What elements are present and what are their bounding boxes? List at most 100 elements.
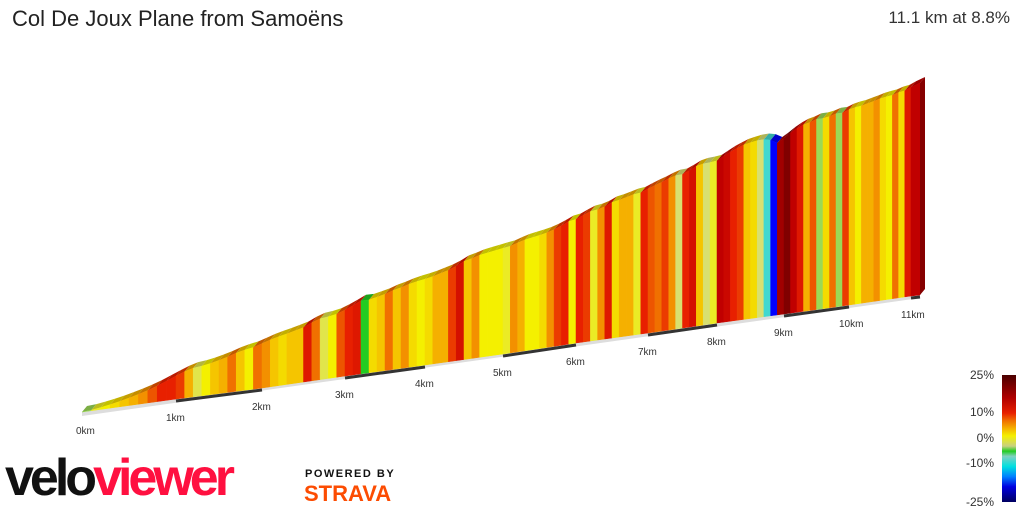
gradient-segment[interactable] <box>494 247 504 356</box>
gradient-segment[interactable] <box>561 221 569 346</box>
gradient-segment[interactable] <box>611 199 620 339</box>
gradient-segment[interactable] <box>892 92 899 299</box>
gradient-segment[interactable] <box>822 116 830 309</box>
gradient-segment[interactable] <box>261 339 271 389</box>
gradient-segment[interactable] <box>253 343 263 390</box>
gradient-segment[interactable] <box>192 365 203 398</box>
gradient-segment[interactable] <box>218 356 228 394</box>
gradient-segment[interactable] <box>360 299 370 375</box>
gradient-segment[interactable] <box>879 96 887 301</box>
gradient-segment[interactable] <box>626 194 634 337</box>
gradient-segment[interactable] <box>597 206 606 341</box>
gradient-segment[interactable] <box>244 347 254 391</box>
gradient-segment[interactable] <box>750 140 758 319</box>
gradient-segment[interactable] <box>854 105 862 305</box>
gradient-segment[interactable] <box>790 127 798 314</box>
gradient-segment[interactable] <box>568 218 577 345</box>
gradient-segment[interactable] <box>336 309 346 378</box>
gradient-segment[interactable] <box>763 139 771 317</box>
gradient-segment[interactable] <box>278 333 288 386</box>
gradient-segment[interactable] <box>848 107 856 306</box>
gradient-segment[interactable] <box>861 103 868 304</box>
gradient-segment[interactable] <box>227 352 237 393</box>
gradient-segment[interactable] <box>471 254 480 359</box>
gradient-segment[interactable] <box>352 300 362 376</box>
gradient-segment[interactable] <box>546 229 555 348</box>
gradient-segment[interactable] <box>803 121 811 312</box>
gradient-segment[interactable] <box>368 296 378 373</box>
gradient-segment[interactable] <box>716 155 724 324</box>
gradient-segment[interactable] <box>696 163 704 327</box>
gradient-segment[interactable] <box>654 181 663 333</box>
gradient-segment[interactable] <box>777 137 785 316</box>
gradient-segment[interactable] <box>424 276 434 366</box>
gradient-segment[interactable] <box>432 273 441 365</box>
gradient-segment[interactable] <box>770 139 778 317</box>
gradient-segment[interactable] <box>448 265 457 362</box>
gradient-segment[interactable] <box>328 313 337 379</box>
gradient-segment[interactable] <box>510 242 518 354</box>
strava-logo[interactable]: STRAVA <box>304 481 392 506</box>
gradient-segment[interactable] <box>235 349 246 392</box>
gradient-segment[interactable] <box>201 363 211 396</box>
gradient-segment[interactable] <box>898 90 906 299</box>
gradient-segment[interactable] <box>736 144 745 321</box>
gradient-segment[interactable] <box>531 235 540 350</box>
gradient-segment[interactable] <box>604 201 613 340</box>
gradient-segment[interactable] <box>640 188 649 335</box>
gradient-segment[interactable] <box>910 82 921 297</box>
gradient-segment[interactable] <box>440 269 449 364</box>
gradient-segment[interactable] <box>835 112 843 308</box>
gradient-segment[interactable] <box>286 330 296 385</box>
gradient-segment[interactable] <box>647 185 656 334</box>
gradient-segment[interactable] <box>689 165 697 328</box>
gradient-segment[interactable] <box>455 260 465 361</box>
veloviewer-logo[interactable]: veloviewer <box>5 452 235 504</box>
gradient-segment[interactable] <box>184 367 194 399</box>
gradient-segment[interactable] <box>723 151 731 323</box>
gradient-segment[interactable] <box>502 245 511 355</box>
gradient-segment[interactable] <box>582 211 591 343</box>
gradient-segment[interactable] <box>796 124 804 313</box>
gradient-segment[interactable] <box>384 290 394 371</box>
gradient-segment[interactable] <box>400 283 410 369</box>
gradient-segment[interactable] <box>553 225 562 347</box>
gradient-segment[interactable] <box>618 196 627 338</box>
gradient-segment[interactable] <box>392 287 402 370</box>
gradient-segment[interactable] <box>661 178 669 332</box>
gradient-segment[interactable] <box>539 232 548 349</box>
gradient-segment[interactable] <box>210 359 220 395</box>
gradient-segment[interactable] <box>408 281 418 368</box>
gradient-segment[interactable] <box>517 239 526 353</box>
gradient-segment[interactable] <box>756 139 765 318</box>
gradient-segment[interactable] <box>809 118 817 311</box>
gradient-segment[interactable] <box>416 278 426 367</box>
gradient-segment[interactable] <box>319 316 329 380</box>
gradient-segment[interactable] <box>633 192 642 336</box>
gradient-segment[interactable] <box>376 293 386 372</box>
gradient-segment[interactable] <box>702 162 711 326</box>
gradient-segment[interactable] <box>709 160 718 325</box>
gradient-segment[interactable] <box>682 170 690 329</box>
gradient-segment[interactable] <box>675 174 683 330</box>
gradient-segment[interactable] <box>743 142 751 320</box>
gradient-segment[interactable] <box>590 209 598 342</box>
gradient-segment[interactable] <box>575 214 584 344</box>
gradient-segment[interactable] <box>487 250 496 357</box>
gradient-segment[interactable] <box>303 322 313 383</box>
gradient-segment[interactable] <box>311 318 321 382</box>
gradient-segment[interactable] <box>783 132 791 315</box>
gradient-segment[interactable] <box>829 113 837 308</box>
gradient-segment[interactable] <box>867 100 875 303</box>
gradient-segment[interactable] <box>873 98 881 302</box>
gradient-segment[interactable] <box>668 175 676 331</box>
gradient-segment[interactable] <box>479 252 488 358</box>
gradient-segment[interactable] <box>842 109 850 307</box>
gradient-segment[interactable] <box>294 327 304 384</box>
gradient-segment[interactable] <box>885 94 893 300</box>
gradient-segment[interactable] <box>816 118 824 310</box>
gradient-segment[interactable] <box>524 237 533 351</box>
gradient-segment[interactable] <box>175 371 185 400</box>
gradient-segment[interactable] <box>270 336 279 388</box>
gradient-segment[interactable] <box>344 305 354 377</box>
